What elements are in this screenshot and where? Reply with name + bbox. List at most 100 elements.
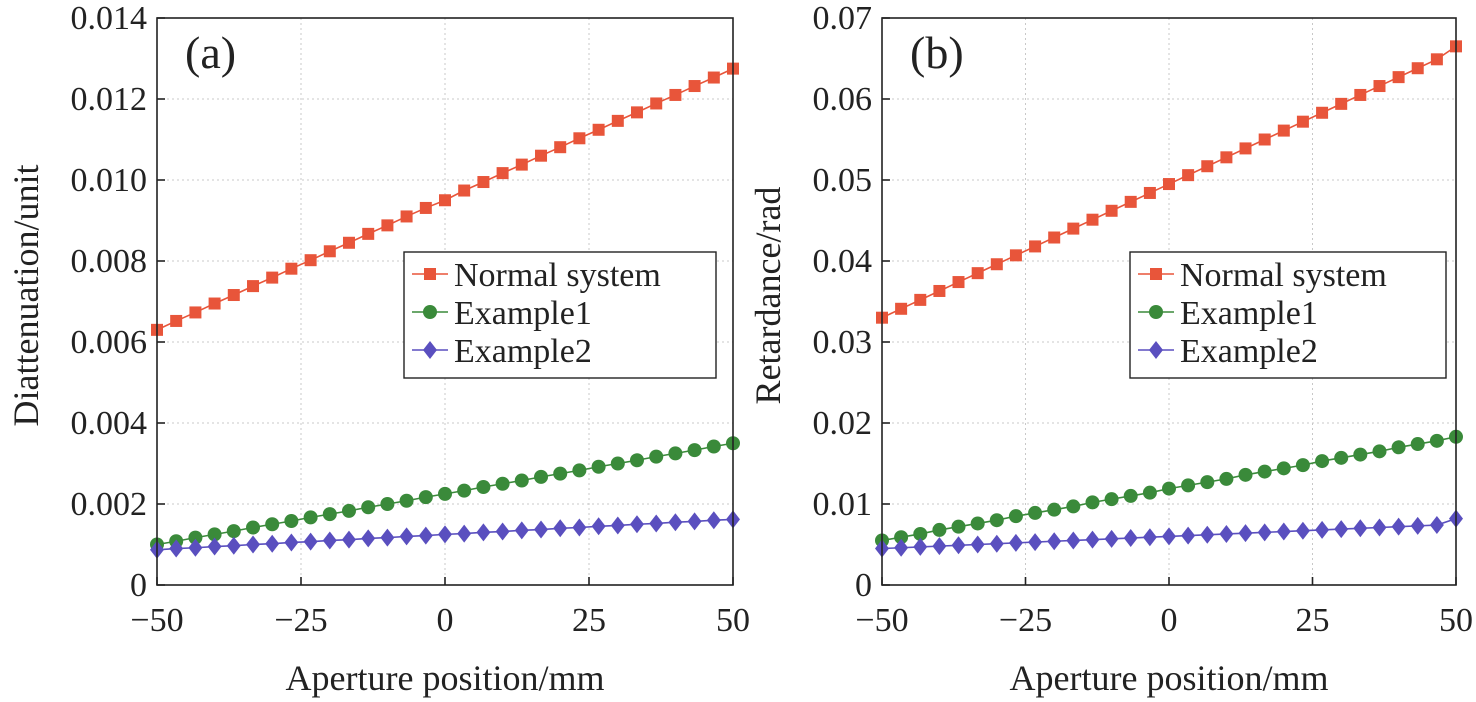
data-point — [610, 516, 625, 535]
series-example1 — [875, 429, 1463, 548]
y-tick-label: 0.05 — [813, 162, 873, 199]
series-example2 — [875, 509, 1463, 558]
y-tick-label: 0.02 — [813, 405, 873, 442]
data-point — [380, 528, 395, 547]
data-point — [476, 479, 491, 494]
data-point — [650, 97, 663, 110]
data-point — [688, 80, 701, 93]
data-point — [1105, 204, 1118, 217]
y-tick-label: 0.004 — [71, 405, 148, 442]
data-point — [894, 530, 909, 545]
data-point — [399, 493, 414, 508]
data-point — [400, 210, 413, 223]
data-point — [304, 254, 317, 267]
data-point — [188, 530, 203, 545]
y-tick-label: 0.06 — [813, 81, 873, 118]
data-point — [1200, 475, 1215, 490]
y-tick-label: 0.04 — [813, 243, 873, 280]
data-point — [458, 184, 471, 197]
data-point — [1295, 458, 1310, 473]
data-point — [246, 535, 261, 554]
x-tick-label: −50 — [130, 602, 183, 639]
data-point — [514, 521, 529, 540]
data-point — [514, 473, 529, 488]
x-tick-label: −25 — [999, 602, 1052, 639]
data-point — [1162, 527, 1176, 546]
legend-label: Example2 — [1180, 333, 1318, 370]
data-point — [1181, 478, 1196, 493]
data-point — [1008, 509, 1023, 524]
data-point — [322, 531, 337, 550]
data-point — [990, 258, 1003, 271]
legend-label: Normal system — [1180, 257, 1387, 294]
data-point — [1238, 467, 1253, 482]
data-point — [1354, 88, 1367, 101]
data-point — [1238, 524, 1253, 543]
data-point — [399, 527, 414, 546]
data-point — [1104, 492, 1119, 507]
data-point — [554, 141, 567, 154]
data-point — [932, 537, 947, 556]
x-tick-label: 25 — [572, 602, 606, 639]
data-point — [553, 519, 568, 538]
data-point — [439, 194, 451, 207]
data-point — [913, 537, 928, 556]
data-point — [1372, 518, 1387, 537]
data-point — [438, 486, 452, 501]
data-point — [706, 439, 721, 454]
data-point — [1028, 533, 1043, 552]
data-point — [342, 236, 355, 249]
data-point — [553, 466, 568, 481]
data-point — [1162, 481, 1176, 496]
x-tick-label: −25 — [274, 602, 327, 639]
x-tick-label: 0 — [1161, 602, 1178, 639]
x-axis-label: Aperture position/mm — [1010, 658, 1329, 698]
data-point — [265, 517, 280, 532]
y-tick-label: 0.010 — [71, 162, 148, 199]
data-point — [534, 520, 549, 539]
panel-label: (a) — [185, 27, 236, 78]
data-point — [687, 512, 702, 531]
data-point — [1391, 440, 1406, 455]
data-point — [1334, 520, 1349, 539]
data-point — [495, 522, 510, 541]
data-point — [1047, 502, 1062, 517]
data-point — [989, 513, 1004, 528]
data-point — [573, 132, 586, 145]
legend-marker — [423, 341, 437, 359]
data-point — [265, 534, 280, 553]
data-point — [1353, 519, 1368, 538]
data-point — [303, 532, 318, 551]
data-point — [1410, 437, 1425, 452]
legend-box — [1129, 251, 1447, 379]
legend-entry: Example1 — [1138, 295, 1318, 332]
legend-label: Example1 — [454, 295, 592, 332]
data-point — [208, 297, 221, 310]
data-point — [380, 497, 395, 511]
data-point — [1429, 516, 1444, 535]
x-tick-label: 0 — [437, 602, 454, 639]
data-point — [1429, 433, 1444, 448]
x-axis-label: Aperture position/mm — [286, 658, 605, 698]
data-point — [303, 510, 318, 525]
legend-marker — [423, 305, 437, 319]
series-normal-system — [876, 40, 1462, 324]
data-point — [1182, 169, 1195, 182]
data-point — [1334, 450, 1349, 465]
chart-panel-a: −50 −25 0 25 50 0 0.002 0.004 0.006 0.008 0.010 0.0… — [6, 0, 750, 698]
y-tick-label: 0.014 — [71, 0, 148, 37]
data-point — [341, 530, 356, 549]
data-point — [496, 167, 509, 180]
data-point — [1372, 444, 1387, 459]
data-point — [361, 500, 376, 515]
data-point — [971, 267, 984, 280]
x-tick-label: 50 — [716, 602, 750, 639]
data-point — [1219, 524, 1234, 543]
data-point — [247, 280, 260, 293]
y-tick-label: 0.01 — [813, 486, 873, 523]
data-point — [933, 284, 946, 297]
data-point — [476, 523, 491, 542]
data-point — [1315, 520, 1330, 539]
